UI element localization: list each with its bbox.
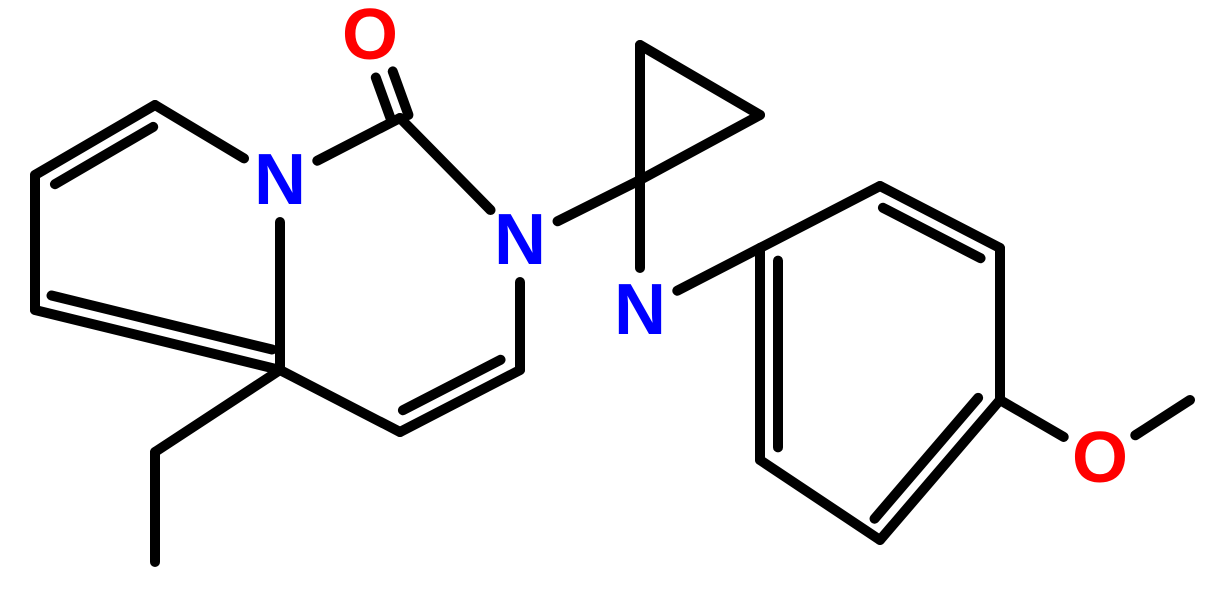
bond	[376, 78, 392, 122]
bond	[155, 105, 244, 158]
bond	[640, 45, 760, 115]
bond	[640, 115, 760, 180]
bond	[760, 460, 880, 540]
bond	[760, 186, 880, 248]
bond	[558, 180, 640, 221]
bond	[875, 398, 979, 519]
bond	[155, 370, 280, 452]
bond	[280, 370, 400, 432]
atom-label-N: N	[614, 270, 666, 350]
bond	[880, 400, 1000, 540]
atom-label-O: O	[1072, 418, 1128, 498]
bond	[393, 71, 409, 115]
bond	[400, 118, 491, 210]
bond	[317, 118, 400, 161]
atom-label-O: O	[342, 0, 398, 75]
bond	[1135, 400, 1190, 435]
atom-label-N: N	[494, 200, 546, 280]
atom-label-N: N	[254, 140, 306, 220]
bond	[1000, 400, 1064, 437]
bond	[677, 248, 760, 291]
bonds-layer	[35, 45, 1190, 562]
